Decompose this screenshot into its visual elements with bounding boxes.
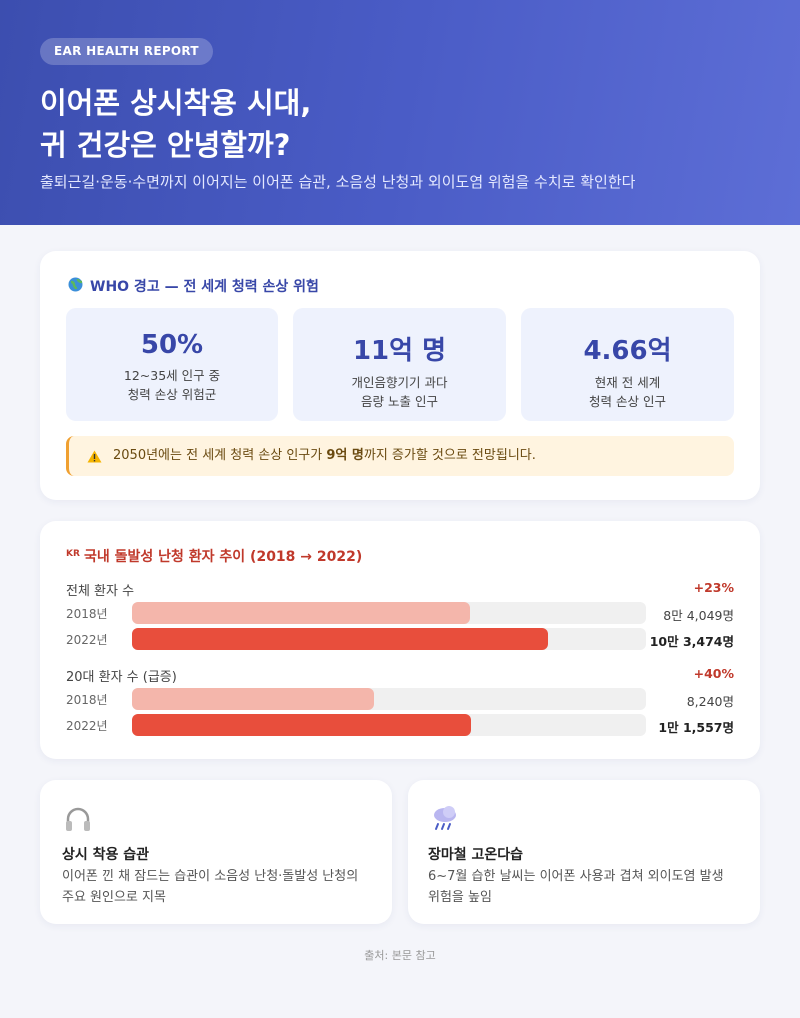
warning-box: 2050년에는 전 세계 청력 손상 인구가 9억 명까지 증가할 것으로 전망… <box>66 436 734 476</box>
source-note: 출처: 본문 참고 <box>364 949 436 962</box>
card-title: 상시 착용 습관 <box>62 847 150 863</box>
caption-line: 현재 전 세계 <box>594 375 661 390</box>
bar-track <box>132 602 646 624</box>
caption-line: 음량 노출 인구 <box>361 394 438 409</box>
value-label: 1만 1,557명 <box>658 720 734 735</box>
value-label: 8만 4,049명 <box>663 608 734 623</box>
header-title: 귀 건강은 안녕할까? <box>40 128 291 162</box>
year-label: 2022년 <box>66 719 108 733</box>
rain-cloud-icon <box>434 806 456 830</box>
group-label: 20대 환자 수 (급증) <box>66 670 177 685</box>
header-title: 이어폰 상시착용 시대, <box>40 86 312 120</box>
group-change: +40% <box>693 666 734 681</box>
card-title: 장마철 고온다습 <box>428 847 524 863</box>
header-badge: EAR HEALTH REPORT <box>40 38 213 65</box>
bar-track <box>132 688 646 710</box>
stat-value: 50% <box>140 330 204 360</box>
group-change: +23% <box>693 580 734 595</box>
bar <box>132 714 472 736</box>
value-label: 8,240명 <box>686 694 734 709</box>
info-card <box>40 780 392 924</box>
stat-value: 11억 명 <box>352 336 447 366</box>
year-label: 2018년 <box>66 693 108 707</box>
header-banner <box>0 0 800 225</box>
trend-badge: KR <box>66 549 80 559</box>
who-title: WHO 경고 — 전 세계 청력 손상 위험 <box>90 279 319 295</box>
warning-text: 까지 증가할 것으로 전망됩니다. <box>363 448 536 463</box>
card-line: 이어폰 낀 채 잠드는 습관이 소음성 난청·돌발성 난청의 <box>62 869 359 884</box>
warning-text: 2050년에는 전 세계 청력 손상 인구가 <box>113 448 327 463</box>
card-line: 위험을 높임 <box>428 890 492 905</box>
caption-line: 청력 손상 위험군 <box>127 387 217 402</box>
warning-bold: 9억 명 <box>326 448 364 463</box>
bar <box>132 628 548 650</box>
headphone-icon <box>66 807 90 831</box>
card-line: 주요 원인으로 지목 <box>62 890 166 905</box>
bar-track <box>132 714 646 736</box>
year-label: 2018년 <box>66 607 108 621</box>
globe-icon <box>68 277 83 292</box>
info-card <box>408 780 760 924</box>
bar <box>132 602 470 624</box>
bar-track <box>132 628 646 650</box>
card-line: 6~7월 습한 날씨는 이어폰 사용과 겹쳐 외이도염 발생 <box>428 869 724 884</box>
value-label: 10만 3,474명 <box>649 634 734 649</box>
caption-line: 12~35세 인구 중 <box>123 368 221 383</box>
stat-value: 4.66억 <box>583 336 672 366</box>
caption-line: 청력 손상 인구 <box>589 394 666 409</box>
bar <box>132 688 375 710</box>
header-subtitle: 출퇴근길·운동·수면까지 이어지는 이어폰 습관, 소음성 난청과 외이도염 위… <box>40 173 636 191</box>
caption-line: 개인음향기기 과다 <box>351 375 448 390</box>
group-label: 전체 환자 수 <box>66 584 135 599</box>
trend-title: 국내 돌발성 난청 환자 추이 (2018 → 2022) <box>84 549 363 565</box>
year-label: 2022년 <box>66 633 108 647</box>
warning-icon <box>87 450 102 463</box>
